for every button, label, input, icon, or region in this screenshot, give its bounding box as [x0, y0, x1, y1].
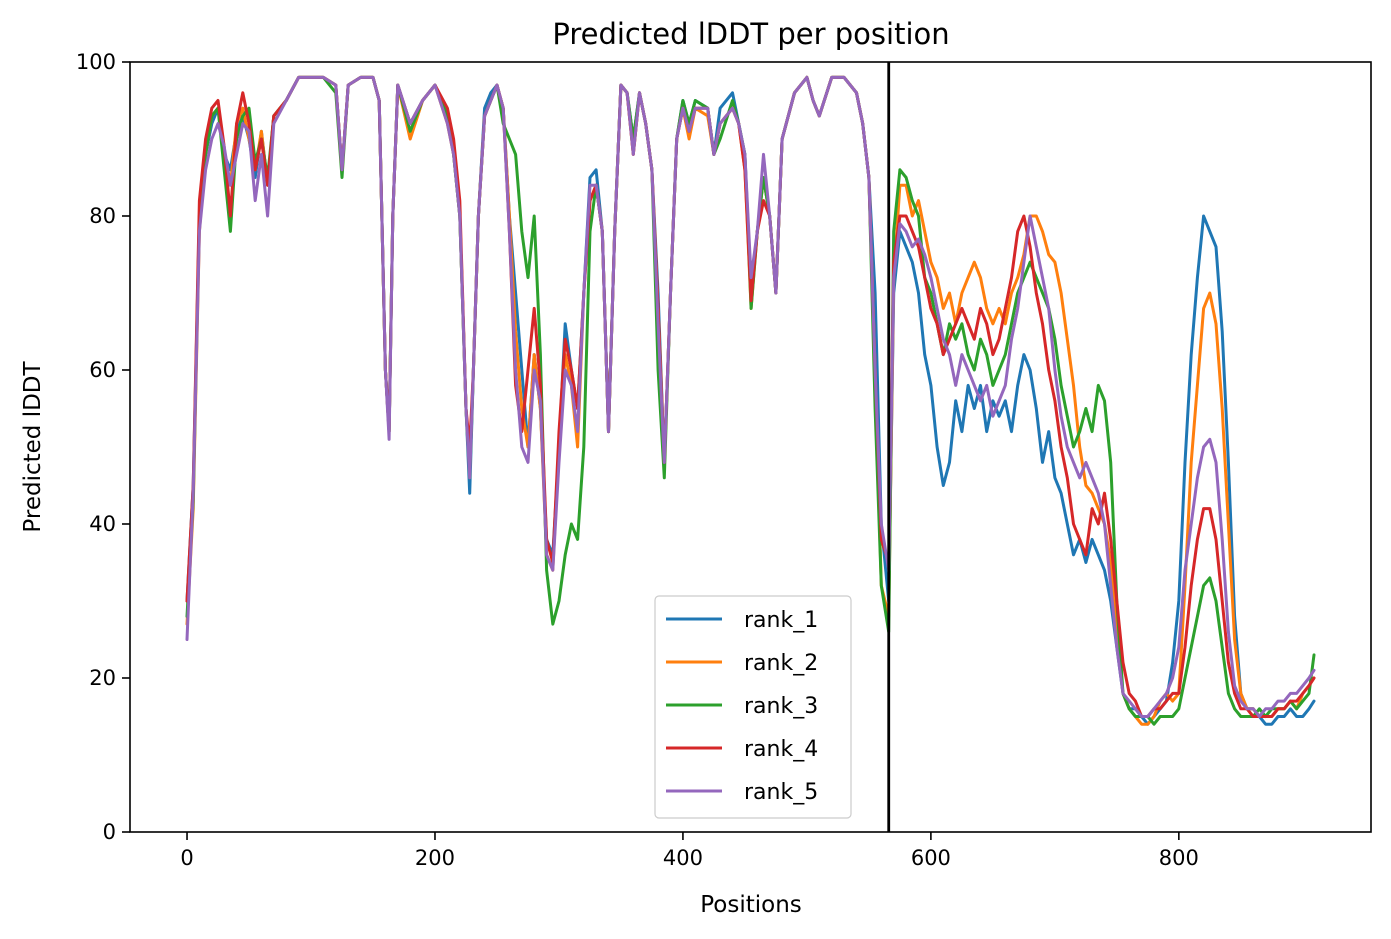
x-axis: 0 200 400 600 800 — [180, 832, 1199, 870]
legend-label-rank_5: rank_5 — [744, 780, 818, 805]
x-tick-label: 0 — [180, 846, 193, 870]
chart-title: Predicted lDDT per position — [552, 17, 949, 51]
series-line-rank_5 — [185, 75, 1316, 718]
legend-label-rank_4: rank_4 — [744, 737, 818, 762]
series-layer — [185, 75, 1316, 726]
legend-label-rank_3: rank_3 — [744, 694, 818, 719]
legend-box — [654, 595, 852, 819]
legend: rank_1 rank_2 rank_3 rank_4 rank_5 — [654, 595, 852, 819]
y-tick-label: 80 — [89, 204, 116, 228]
y-axis: 0 20 40 60 80 100 — [76, 50, 130, 844]
x-tick-label: 600 — [911, 846, 951, 870]
x-axis-label: Positions — [700, 892, 802, 918]
plot-area — [129, 61, 1372, 833]
y-tick-label: 20 — [89, 666, 116, 690]
x-tick-label: 200 — [415, 846, 455, 870]
y-tick-label: 60 — [89, 358, 116, 382]
legend-label-rank_2: rank_2 — [744, 651, 818, 676]
plot-frame — [129, 61, 1372, 833]
y-tick-label: 0 — [103, 820, 116, 844]
legend-label-rank_1: rank_1 — [744, 608, 818, 633]
y-tick-label: 100 — [76, 50, 116, 74]
y-axis-label: Predicted lDDT — [20, 360, 46, 532]
x-tick-label: 400 — [663, 846, 703, 870]
x-tick-label: 800 — [1159, 846, 1199, 870]
y-tick-label: 40 — [89, 512, 116, 536]
